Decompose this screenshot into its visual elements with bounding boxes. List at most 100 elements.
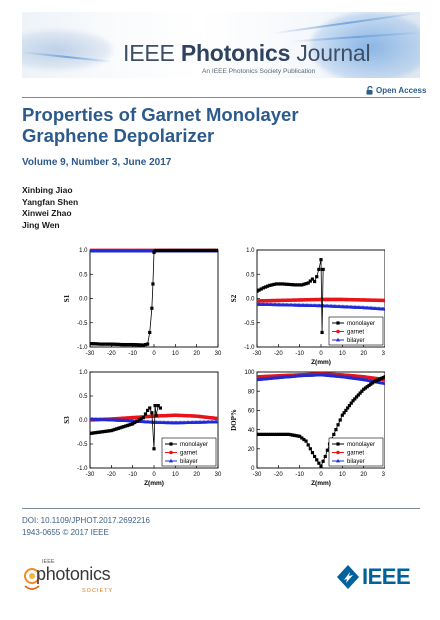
y-tick-label: 0 xyxy=(251,466,255,472)
data-point xyxy=(353,397,357,401)
data-point xyxy=(268,283,272,288)
data-point xyxy=(259,287,263,291)
data-point xyxy=(125,423,129,428)
data-point xyxy=(118,342,122,347)
data-point xyxy=(313,454,317,459)
data-point xyxy=(115,342,119,346)
data-point xyxy=(347,404,352,408)
y-tick-label: 0.0 xyxy=(79,297,88,303)
legend-label-monolayer: monolayer xyxy=(180,442,208,448)
author-list: Xinbing Jiao Yangfan Shen Xinwei Zhao Ji… xyxy=(22,185,78,231)
data-point xyxy=(109,342,113,346)
x-tick-label: -20 xyxy=(107,351,116,357)
data-point xyxy=(214,248,218,253)
data-point xyxy=(113,427,117,432)
data-point xyxy=(211,248,215,253)
data-point xyxy=(285,432,289,436)
data-point xyxy=(158,248,162,253)
data-point xyxy=(310,451,315,455)
x-tick-label: -10 xyxy=(295,351,304,357)
data-point xyxy=(267,432,271,436)
data-point xyxy=(138,343,142,347)
x-tick-label: 10 xyxy=(172,351,179,357)
legend: monolayer garnet bilayer xyxy=(161,437,217,467)
society-name: photonics xyxy=(36,564,111,584)
data-point xyxy=(107,342,112,346)
data-point xyxy=(118,426,122,430)
data-point xyxy=(276,282,280,286)
data-point xyxy=(282,432,286,436)
y-tick-label: 0.5 xyxy=(79,394,88,400)
data-point xyxy=(169,458,173,463)
data-point xyxy=(315,458,319,462)
data-point xyxy=(198,248,202,253)
x-tick-label: -30 xyxy=(253,351,262,357)
data-point xyxy=(91,342,96,346)
data-point xyxy=(319,464,323,468)
ieee-diamond-icon xyxy=(337,565,359,589)
data-point xyxy=(268,432,273,436)
data-point xyxy=(169,450,173,455)
data-point xyxy=(170,248,174,253)
y-axis-label: S2 xyxy=(230,294,238,302)
data-point xyxy=(137,418,141,422)
data-point xyxy=(298,283,302,287)
data-point xyxy=(265,432,269,436)
data-point xyxy=(296,434,300,438)
data-point xyxy=(308,279,312,283)
doi-text[interactable]: DOI: 10.1109/JPHOT.2017.2692216 xyxy=(22,516,150,525)
data-point xyxy=(111,428,115,432)
data-point xyxy=(306,281,310,285)
data-point xyxy=(152,447,156,451)
data-point xyxy=(195,248,199,253)
x-tick-label: -30 xyxy=(253,472,262,478)
series-layer xyxy=(90,404,218,451)
y-axis-label: DOP% xyxy=(230,409,238,431)
series-line-monolayer xyxy=(90,250,218,346)
y-tick-label: -1.0 xyxy=(77,345,88,351)
data-point xyxy=(336,442,340,446)
issn-copyright: 1943-0655 © 2017 IEEE xyxy=(22,528,109,537)
data-point xyxy=(292,433,296,437)
y-tick-label: 0.0 xyxy=(79,418,88,424)
data-point xyxy=(107,429,112,433)
data-point xyxy=(123,342,128,347)
x-tick-label: 30 xyxy=(382,351,385,357)
data-point xyxy=(141,343,145,347)
society-ieee-label: IEEE xyxy=(42,559,55,565)
data-point xyxy=(193,248,197,253)
data-point xyxy=(100,430,105,434)
data-point xyxy=(191,248,195,253)
y-tick-label: 60 xyxy=(248,409,255,415)
data-point xyxy=(99,430,103,434)
data-point xyxy=(200,248,204,253)
data-point xyxy=(169,442,173,446)
data-point xyxy=(340,413,344,417)
data-point xyxy=(336,321,340,325)
data-point xyxy=(125,342,129,347)
data-point xyxy=(122,425,126,429)
data-point xyxy=(320,330,324,335)
legend-label-monolayer: monolayer xyxy=(347,442,375,448)
legend-label-garnet: garnet xyxy=(180,451,197,457)
data-point xyxy=(104,342,108,346)
x-tick-label: -10 xyxy=(295,472,304,478)
y-tick-label: -1.0 xyxy=(244,345,255,351)
society-swirl-icon xyxy=(24,568,40,590)
data-point xyxy=(294,434,298,438)
author-name: Xinwei Zhao xyxy=(22,208,72,218)
x-tick-label: 20 xyxy=(360,351,367,357)
header-divider xyxy=(22,97,420,98)
data-point xyxy=(146,342,150,346)
data-point xyxy=(116,426,121,430)
data-point xyxy=(332,432,336,436)
data-point xyxy=(306,443,310,447)
data-point xyxy=(354,395,359,399)
x-tick-label: -30 xyxy=(86,351,95,357)
data-point xyxy=(129,422,133,426)
x-tick-label: 0 xyxy=(152,472,156,478)
data-point xyxy=(139,417,143,421)
open-access-badge[interactable]: Open Access xyxy=(366,86,426,95)
data-point xyxy=(367,383,371,388)
data-point xyxy=(321,459,325,463)
